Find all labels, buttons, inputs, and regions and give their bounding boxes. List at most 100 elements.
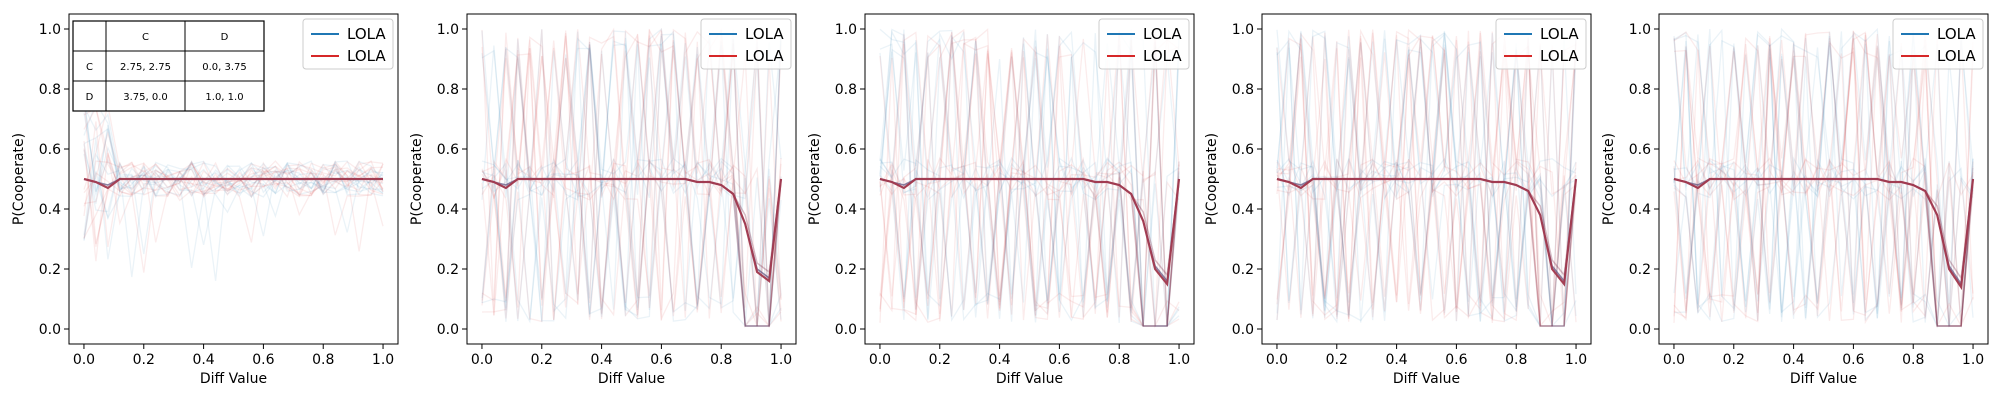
y-tick-label: 0.6	[39, 142, 61, 158]
legend: LOLA LOLA	[1495, 18, 1587, 70]
run-trace	[1673, 31, 1974, 327]
y-tick-label: 0.8	[1629, 82, 1651, 98]
x-tick-label: 0.0	[471, 352, 493, 368]
run-trace	[481, 40, 782, 327]
x-tick-label: 1.0	[1565, 352, 1587, 368]
run-trace	[1276, 28, 1577, 327]
run-trace	[879, 29, 1180, 327]
x-axis-label: Diff Value	[200, 371, 267, 387]
run-trace	[1673, 31, 1974, 327]
run-trace	[83, 160, 384, 239]
run-trace	[879, 33, 1180, 327]
legend-label: LOLA	[745, 47, 784, 65]
run-trace	[1673, 28, 1974, 327]
run-trace	[879, 33, 1180, 323]
run-trace	[1673, 40, 1974, 327]
run-trace	[83, 105, 384, 192]
run-trace	[83, 153, 383, 246]
mean-lines	[879, 177, 1181, 287]
run-trace	[879, 29, 1180, 327]
run-trace	[83, 106, 384, 217]
run-trace	[83, 152, 384, 205]
run-trace	[1673, 27, 1974, 327]
run-trace	[1276, 56, 1577, 327]
run-trace	[481, 41, 782, 327]
run-trace	[879, 28, 1180, 327]
y-tick-label: 0.6	[437, 142, 459, 158]
x-tick-label: 0.4	[988, 352, 1010, 368]
run-trace	[1276, 31, 1577, 327]
x-tick-label: 0.0	[1663, 352, 1685, 368]
axes-frame	[466, 13, 797, 345]
x-axis-label: Diff Value	[1790, 371, 1857, 387]
y-tick-label: 0.2	[39, 262, 61, 278]
y-tick-label: 0.4	[437, 202, 459, 218]
run-trace	[879, 28, 1180, 327]
table-cell	[184, 80, 265, 112]
run-trace	[1276, 32, 1577, 327]
run-trace	[481, 30, 782, 328]
run-traces	[481, 27, 782, 329]
run-trace	[879, 34, 1180, 327]
y-tick-label: 0.0	[437, 322, 459, 338]
series-line-2	[1673, 177, 1975, 291]
legend-label: LOLA	[1540, 25, 1579, 43]
y-tick-label: 0.8	[437, 82, 459, 98]
x-tick-label: 0.2	[1326, 352, 1348, 368]
run-trace	[1673, 30, 1974, 327]
series-line-2	[83, 177, 383, 190]
mean-lines	[1673, 177, 1975, 291]
run-traces	[1276, 28, 1577, 328]
run-trace	[879, 35, 1180, 327]
y-tick-label: 0.0	[1629, 322, 1651, 338]
x-tick-label: 0.8	[1505, 352, 1527, 368]
run-trace	[879, 28, 1180, 327]
run-trace	[481, 27, 782, 327]
x-tick-label: 0.2	[1723, 352, 1745, 368]
x-tick-label: 0.0	[1266, 352, 1288, 368]
run-trace	[481, 29, 782, 327]
x-tick-label: 0.6	[252, 352, 274, 368]
run-trace	[83, 146, 384, 255]
axes-frame	[68, 13, 399, 345]
run-trace	[1673, 36, 1974, 327]
mean-lines	[83, 177, 383, 190]
run-trace	[879, 30, 1180, 327]
run-trace	[481, 27, 782, 327]
run-trace	[1673, 34, 1974, 329]
run-trace	[879, 45, 1180, 327]
run-trace	[1673, 31, 1974, 318]
y-tick-label: 1.0	[437, 22, 459, 38]
run-trace	[879, 36, 1180, 328]
run-trace	[879, 45, 1180, 327]
run-trace	[1276, 35, 1577, 327]
x-tick-label: 0.4	[1385, 352, 1407, 368]
run-traces	[83, 96, 384, 281]
x-tick-label: 0.0	[73, 352, 95, 368]
run-trace	[879, 31, 1180, 327]
legend-label: LOLA	[1540, 47, 1579, 65]
run-trace	[83, 106, 384, 198]
run-trace	[1276, 29, 1577, 327]
run-trace	[83, 160, 384, 281]
legend: LOLA LOLA	[700, 18, 792, 70]
axes-frame	[1261, 13, 1592, 345]
panel-3: 0.0 0.2 0.4 0.6 0.8 1.0 0.0 0.2 0.4 0.6 0.8 1.0 Diff…	[807, 13, 1195, 387]
run-trace	[481, 30, 782, 327]
run-trace	[1673, 29, 1974, 327]
mean-lines	[1276, 177, 1578, 287]
y-axis-label: P(Cooperate)	[11, 133, 27, 225]
x-tick-label: 0.6	[650, 352, 672, 368]
axes-frame	[1658, 13, 1989, 345]
y-tick-label: 1.0	[835, 22, 857, 38]
run-trace	[1276, 30, 1577, 327]
table-cell-text: D	[221, 32, 229, 43]
run-trace	[879, 30, 1180, 327]
x-tick-label: 0.2	[531, 352, 553, 368]
run-trace	[481, 35, 782, 323]
panel-5: 0.0 0.2 0.4 0.6 0.8 1.0 0.0 0.2 0.4 0.6 0.8 1.0 Diff…	[1601, 13, 1989, 387]
run-trace	[1276, 36, 1577, 327]
run-trace	[1276, 34, 1577, 327]
table-cell-text: 0.0, 3.75	[202, 62, 247, 73]
run-trace	[879, 35, 1180, 329]
